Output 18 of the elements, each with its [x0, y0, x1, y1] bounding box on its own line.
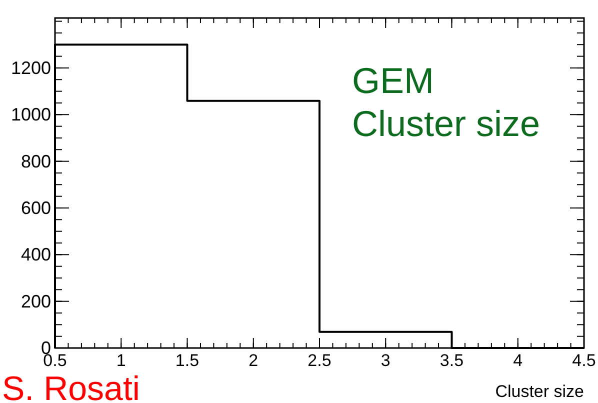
- y-tick-label: 1000: [10, 104, 51, 125]
- annotation: Cluster size: [352, 103, 540, 144]
- x-tick-label: 4: [513, 351, 523, 370]
- x-tick-label: 4.5: [572, 351, 596, 370]
- y-tick-label: 600: [20, 198, 51, 218]
- y-tick-label: 1200: [10, 58, 51, 78]
- x-axis-title: Cluster size: [495, 382, 584, 401]
- text: S. Rosati: [2, 370, 140, 403]
- x-tick-label: 3: [380, 351, 390, 370]
- x-tick-label: 2.5: [308, 351, 332, 370]
- y-tick-label: 800: [20, 151, 51, 172]
- x-tick-label: 3.5: [440, 351, 464, 370]
- y-tick-label: 200: [20, 291, 51, 312]
- x-tick-label: 1: [116, 351, 126, 370]
- y-tick-label: 400: [20, 244, 51, 265]
- x-tick-label: 1.5: [175, 351, 200, 370]
- x-tick-label: 2: [248, 351, 258, 370]
- annotation: GEM: [352, 60, 434, 101]
